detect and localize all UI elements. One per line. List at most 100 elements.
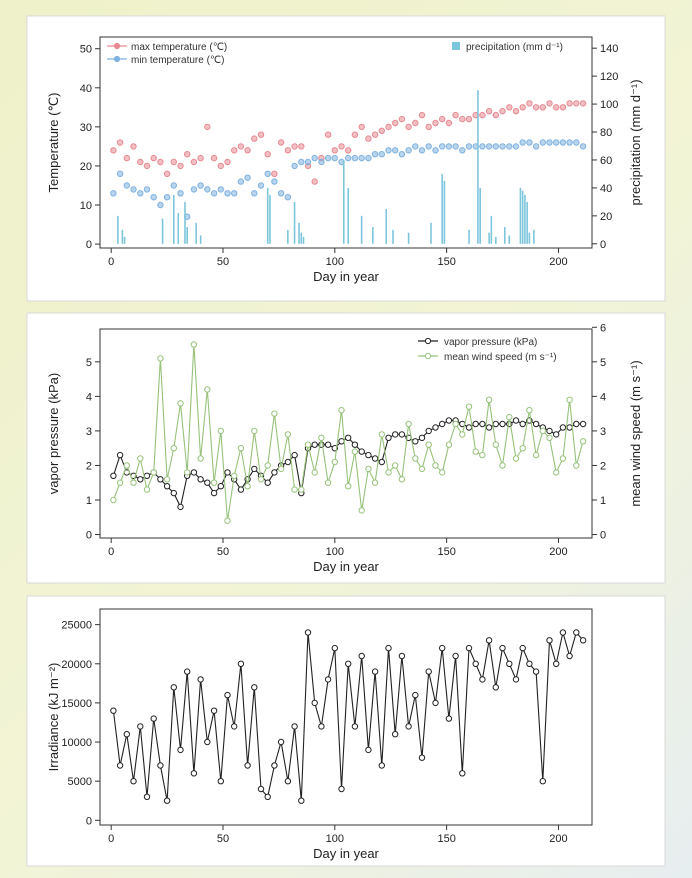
y-right-tick-label: 2 <box>600 460 606 472</box>
y-tick-label: 4 <box>86 391 92 403</box>
data-point <box>445 715 453 722</box>
data-point <box>465 115 473 123</box>
data-point <box>291 162 298 170</box>
data-point <box>392 731 399 738</box>
temperature-precipitation-chart: 0 50 100 150 200 0 10 20 30 40 50 0 20 40 60 80 100 120 14… <box>26 15 666 302</box>
data-point <box>519 104 526 111</box>
data-point <box>485 637 493 644</box>
data-point <box>371 131 379 138</box>
data-point <box>365 451 372 459</box>
data-point <box>546 100 553 107</box>
data-point <box>331 154 338 162</box>
data-point <box>190 770 198 777</box>
y-tick-label: 1 <box>86 495 92 507</box>
legend-label: max temperature (℃) <box>131 42 227 53</box>
data-point <box>224 158 231 166</box>
data-point <box>231 190 238 197</box>
x-tick-label: 50 <box>217 546 229 558</box>
data-point <box>532 451 540 459</box>
data-point <box>371 668 379 675</box>
data-point <box>277 738 285 746</box>
data-point <box>532 668 540 675</box>
data-point <box>338 143 345 150</box>
data-point <box>110 472 117 479</box>
data-point <box>116 139 124 146</box>
data-point <box>566 396 573 403</box>
data-point <box>277 465 285 473</box>
data-point <box>298 158 305 166</box>
data-point <box>184 151 191 158</box>
y-right-tick-label: 20 <box>600 211 612 223</box>
data-point <box>284 194 292 201</box>
data-point <box>304 629 312 636</box>
data-point <box>506 104 513 111</box>
data-point <box>284 778 292 785</box>
data-point <box>492 111 499 119</box>
data-point <box>204 386 211 393</box>
data-point <box>130 778 137 785</box>
data-point <box>405 123 412 131</box>
data-point <box>351 448 359 455</box>
data-point <box>271 469 278 476</box>
plot-frame <box>99 36 593 249</box>
data-point <box>177 190 184 197</box>
x-axis-title: Day in year <box>313 269 379 284</box>
data-point <box>123 731 131 738</box>
y-right-tick-label: 40 <box>600 183 612 195</box>
data-point <box>110 190 117 197</box>
data-point <box>190 469 198 476</box>
panel-background <box>26 312 666 584</box>
data-point <box>526 100 533 107</box>
data-point <box>224 469 231 476</box>
data-point <box>465 143 473 150</box>
data-point <box>539 139 546 146</box>
data-point <box>439 644 446 652</box>
data-point <box>526 407 533 414</box>
data-point <box>519 420 526 428</box>
data-point <box>412 143 419 150</box>
data-point <box>210 190 218 197</box>
data-point <box>345 154 352 162</box>
y-tick-label: 15000 <box>61 698 92 710</box>
data-point <box>371 479 379 486</box>
data-point <box>157 762 164 769</box>
data-point <box>298 797 305 804</box>
data-point <box>237 445 245 452</box>
data-point <box>546 637 553 644</box>
data-point <box>123 182 131 189</box>
data-point <box>244 174 251 181</box>
data-point <box>439 469 446 476</box>
data-point <box>452 420 459 428</box>
data-point <box>472 448 479 455</box>
data-point <box>405 420 412 428</box>
series-group <box>110 417 587 511</box>
data-point <box>110 707 117 714</box>
y-right-tick-label: 4 <box>600 391 606 403</box>
data-point <box>271 170 278 178</box>
y-axis-title: Temperature (℃) <box>46 93 61 193</box>
y-tick-label: 3 <box>86 426 92 438</box>
x-tick-label: 100 <box>326 546 344 558</box>
data-point <box>116 170 124 178</box>
data-point <box>532 104 540 111</box>
y-tick-label: 2 <box>86 460 92 472</box>
y-tick-label: 20 <box>80 161 92 173</box>
data-point <box>485 396 493 403</box>
data-point <box>519 445 526 452</box>
data-point <box>479 111 486 119</box>
y-right-tick-label: 100 <box>600 99 618 111</box>
y-right-tick-label: 5 <box>600 357 606 369</box>
data-point <box>439 115 446 123</box>
data-point <box>445 143 453 150</box>
data-point <box>170 158 178 166</box>
x-tick-label: 50 <box>217 833 229 845</box>
legend-marker <box>113 55 121 63</box>
data-point <box>492 420 499 428</box>
data-point <box>217 162 225 170</box>
series-precipitation-bars <box>117 90 535 244</box>
x-tick-label: 200 <box>549 833 567 845</box>
data-point <box>130 143 137 150</box>
data-point <box>217 427 225 435</box>
data-point <box>512 417 520 424</box>
